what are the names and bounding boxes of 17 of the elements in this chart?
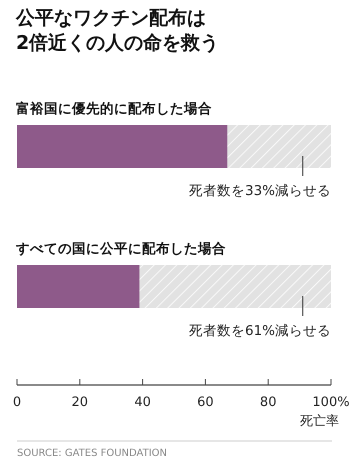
x-axis-title: 死亡率 <box>300 413 339 429</box>
chart-title: 公平なワクチン配布は 2倍近くの人の命を救う <box>15 7 220 54</box>
y-tick-label: すべての国に公平に配布した場合 <box>15 241 226 257</box>
bar <box>17 125 228 168</box>
annotation: 死者数を61%減らせる <box>188 323 331 339</box>
annotation: 死者数を33%減らせる <box>188 183 331 199</box>
bar <box>139 265 331 308</box>
y-tick-label: 富裕国に優先的に配布した場合 <box>16 100 212 117</box>
x-tick-label: 20 <box>72 395 88 410</box>
x-tick-label: 100% <box>312 395 350 410</box>
source-note: SOURCE: GATES FOUNDATION <box>17 448 168 459</box>
bar <box>227 125 331 168</box>
x-tick-label: 60 <box>197 395 214 410</box>
x-tick-label: 80 <box>260 395 276 410</box>
x-tick-label: 0 <box>12 395 22 410</box>
bar <box>17 265 140 308</box>
x-tick-label: 40 <box>134 395 151 410</box>
